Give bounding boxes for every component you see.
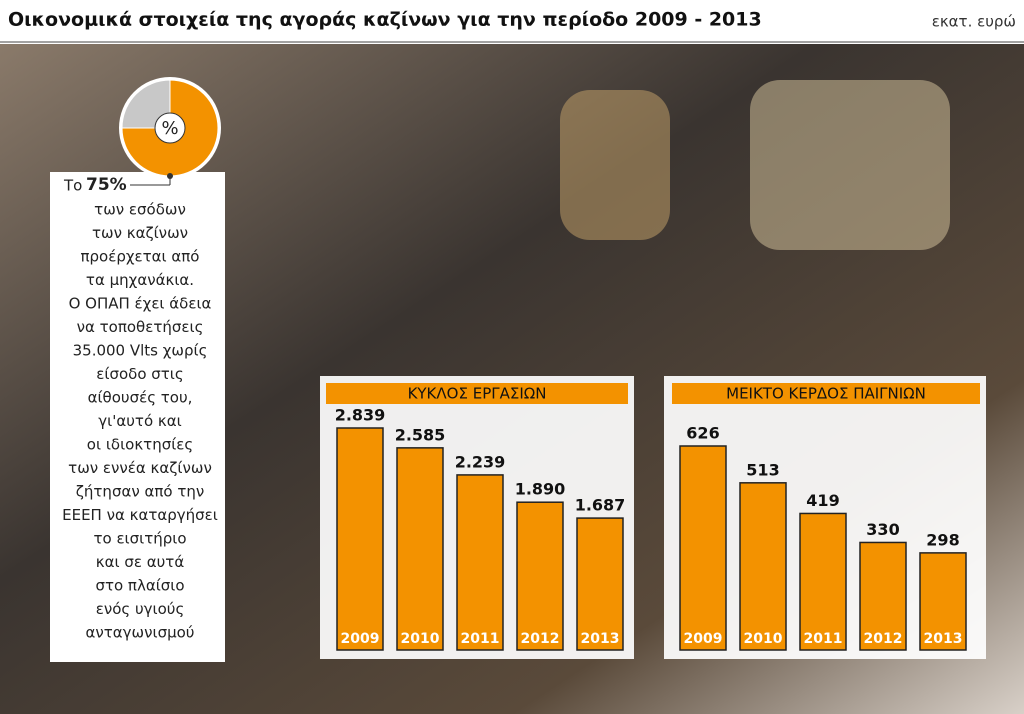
category-label: 2013 bbox=[581, 631, 620, 647]
machine-screen bbox=[560, 90, 670, 240]
category-label: 2010 bbox=[744, 631, 783, 647]
note-box bbox=[50, 172, 225, 662]
pie-center bbox=[154, 112, 186, 144]
note-text: προέρχεται από bbox=[81, 248, 200, 266]
bar bbox=[336, 427, 384, 651]
note-text: των εσόδων bbox=[94, 201, 186, 219]
category-label: 2009 bbox=[341, 631, 380, 647]
chart-header bbox=[672, 383, 980, 404]
note-text: είσοδο στις bbox=[96, 365, 183, 383]
note-text: γι'αυτό και bbox=[98, 412, 181, 430]
bar bbox=[456, 474, 504, 651]
note-text: των καζίνων bbox=[92, 224, 188, 242]
bar bbox=[919, 552, 967, 651]
chart-header bbox=[326, 383, 628, 404]
note-text: να τοποθετήσεις bbox=[77, 318, 204, 336]
value-label: 419 bbox=[806, 491, 839, 510]
category-label: 2012 bbox=[521, 631, 560, 647]
note-text: στο πλαίσιο bbox=[95, 577, 184, 595]
note-text: ΕΕΕΠ να καταργήσει bbox=[62, 506, 218, 524]
note-highlight: 75% bbox=[86, 175, 127, 195]
value-label: 2.585 bbox=[395, 425, 446, 444]
pie-center-label: % bbox=[161, 118, 178, 139]
pie-slice bbox=[121, 79, 171, 129]
unit: εκατ. ευρώ bbox=[932, 13, 1016, 31]
value-label: 298 bbox=[926, 530, 959, 549]
bar bbox=[799, 512, 847, 651]
note-text: Το bbox=[63, 177, 82, 195]
note-text: ανταγωνισμού bbox=[86, 624, 195, 642]
category-label: 2011 bbox=[804, 631, 843, 647]
category-label: 2012 bbox=[864, 631, 903, 647]
value-label: 330 bbox=[866, 520, 899, 539]
machine-screen bbox=[750, 80, 950, 250]
note-text: ζήτησαν από την bbox=[76, 483, 205, 501]
bar bbox=[739, 482, 787, 651]
note-text: 35.000 Vlts χωρίς bbox=[73, 342, 208, 360]
chart-title: ΜΕΙΚΤΟ ΚΕΡΔΟΣ ΠΑΙΓΝΙΩΝ bbox=[726, 385, 926, 403]
note-text: Ο ΟΠΑΠ έχει άδεια bbox=[69, 295, 212, 313]
bar bbox=[516, 501, 564, 651]
value-label: 513 bbox=[746, 460, 779, 479]
note-text: αίθουσές του, bbox=[88, 389, 193, 407]
value-label: 1.890 bbox=[515, 480, 566, 499]
value-label: 2.239 bbox=[455, 452, 506, 471]
bar bbox=[679, 445, 727, 651]
note-text: και σε αυτά bbox=[96, 553, 185, 571]
value-label: 626 bbox=[686, 424, 719, 443]
note-text: τα μηχανάκια. bbox=[86, 271, 194, 289]
note-text: των εννέα καζίνων bbox=[68, 459, 212, 477]
note-text: ενός υγιούς bbox=[96, 600, 185, 618]
chart-title: ΚΥΚΛΟΣ ΕΡΓΑΣΙΩΝ bbox=[408, 385, 547, 403]
value-label: 1.687 bbox=[575, 496, 626, 515]
category-label: 2009 bbox=[684, 631, 723, 647]
bar bbox=[576, 517, 624, 651]
title: Οικονομικά στοιχεία της αγοράς καζίνων γ… bbox=[8, 9, 762, 31]
category-label: 2010 bbox=[401, 631, 440, 647]
note-text: το εισιτήριο bbox=[93, 530, 186, 548]
value-label: 2.839 bbox=[335, 406, 386, 425]
bar bbox=[859, 541, 907, 651]
leader-dot bbox=[167, 173, 173, 179]
note-text: οι ιδιοκτησίες bbox=[87, 436, 193, 454]
category-label: 2013 bbox=[924, 631, 963, 647]
bar bbox=[396, 447, 444, 651]
category-label: 2011 bbox=[461, 631, 500, 647]
pie-slice bbox=[121, 79, 219, 177]
